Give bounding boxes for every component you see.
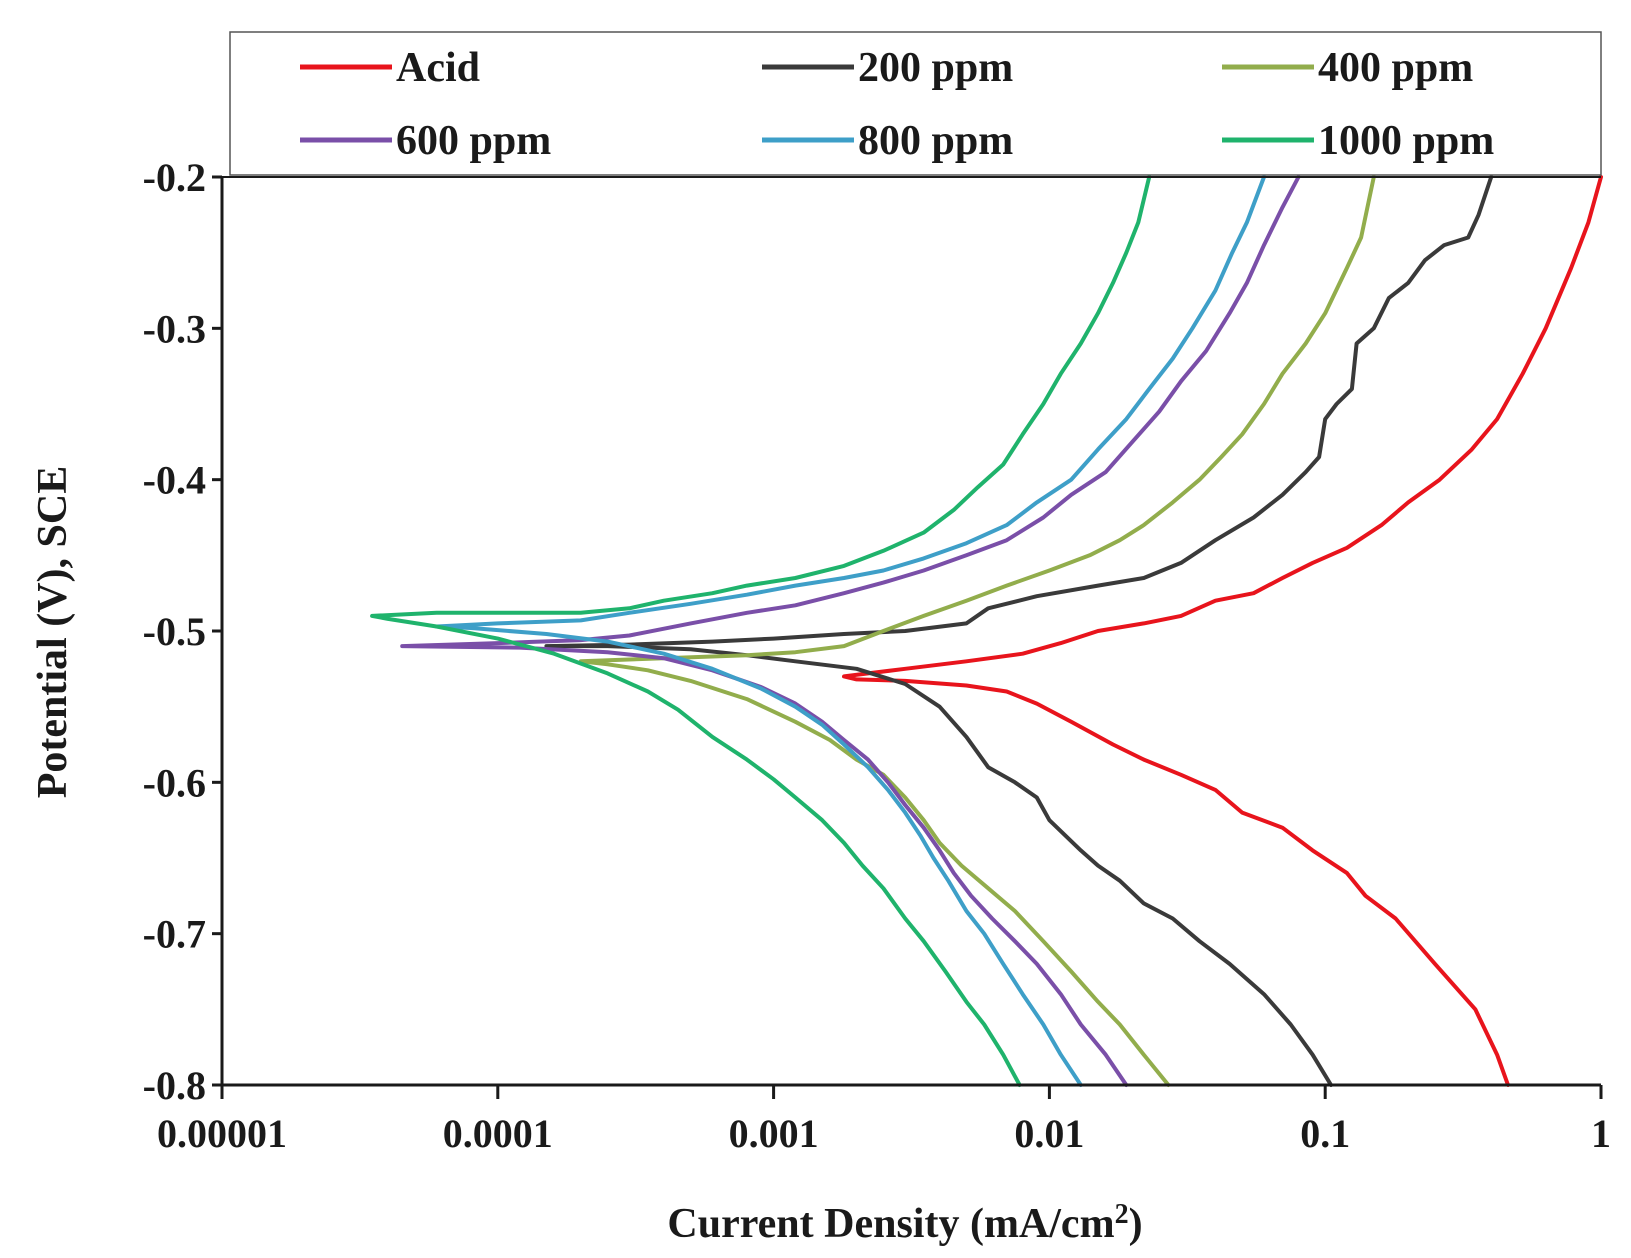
y-axis-title: Potential (V), SCE	[30, 466, 76, 798]
legend-label-200-ppm: 200 ppm	[858, 45, 1013, 91]
x-axis-title-superscript: 2	[1115, 1199, 1129, 1230]
legend-frame	[229, 31, 1602, 176]
legend-label-800-ppm: 800 ppm	[858, 118, 1013, 164]
series-line-acid	[842, 175, 1603, 1087]
x-axis-title-close: )	[1129, 1201, 1143, 1247]
y-tick-label: -0.8	[143, 1063, 206, 1108]
y-tick-label: -0.4	[143, 458, 206, 503]
series-layer	[370, 175, 1603, 1087]
series-line-600-ppm	[400, 175, 1301, 1087]
legend-label-1000-ppm: 1000 ppm	[1318, 118, 1494, 164]
legend: Acid 200 ppm 400 ppm 600 ppm 800 ppm 1000 ppm	[229, 31, 1602, 176]
x-axis-ticks: 0.00001 0.0001 0.001 0.01 0.1 1	[157, 1085, 1611, 1156]
y-tick-label: -0.7	[143, 912, 206, 957]
x-axis-title: Current Density (mA/cm2)	[667, 1199, 1142, 1247]
legend-label-400-ppm: 400 ppm	[1318, 45, 1473, 91]
series-line-400-ppm	[578, 175, 1376, 1087]
y-tick-label: -0.3	[143, 306, 206, 351]
series-line-200-ppm	[544, 175, 1494, 1087]
x-tick-label: 1	[1591, 1111, 1611, 1156]
x-axis-title-text: Current Density (mA/cm	[667, 1201, 1114, 1247]
legend-label-600-ppm: 600 ppm	[396, 118, 551, 164]
y-tick-label: -0.6	[143, 760, 206, 805]
x-tick-label: 0.01	[1014, 1111, 1084, 1156]
y-tick-label: -0.5	[143, 609, 206, 654]
series-line-1000-ppm	[370, 175, 1152, 1087]
x-tick-label: 0.1	[1300, 1111, 1350, 1156]
x-tick-label: 0.0001	[443, 1111, 553, 1156]
y-axis-ticks: -0.2 -0.3 -0.4 -0.5 -0.6 -0.7 -0.8	[143, 155, 222, 1108]
x-tick-label: 0.001	[729, 1111, 819, 1156]
legend-items: Acid 200 ppm 400 ppm 600 ppm 800 ppm 1000 ppm	[300, 45, 1494, 164]
legend-label-acid: Acid	[396, 45, 480, 91]
x-tick-label: 0.00001	[157, 1111, 287, 1156]
y-tick-label: -0.2	[143, 155, 206, 200]
